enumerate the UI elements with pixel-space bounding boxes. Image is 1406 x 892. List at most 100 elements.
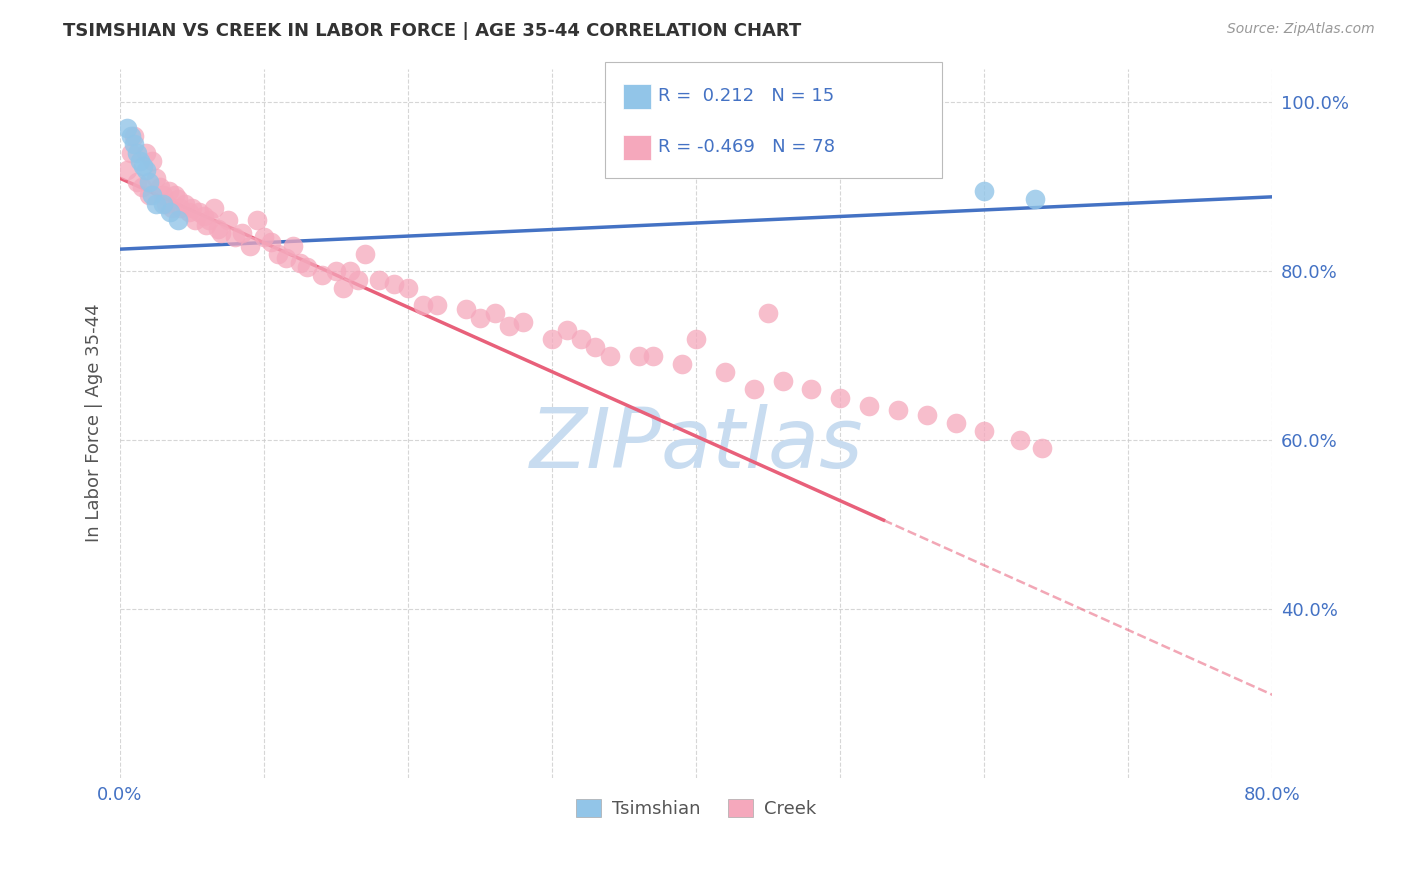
Point [209, 226, 232, 240]
Text: TSIMSHIAN VS CREEK IN LABOR FORCE | AGE 35-44 CORRELATION CHART: TSIMSHIAN VS CREEK IN LABOR FORCE | AGE … [63, 22, 801, 40]
Point [973, 425, 995, 439]
Point [166, 192, 188, 206]
Point [224, 230, 246, 244]
Y-axis label: In Labor Force | Age 35-44: In Labor Force | Age 35-44 [86, 304, 103, 542]
Point [141, 154, 163, 169]
Point [1031, 442, 1053, 456]
Text: R = -0.469   N = 78: R = -0.469 N = 78 [658, 138, 835, 156]
Point [858, 399, 880, 413]
Point [311, 268, 333, 283]
Point [714, 365, 737, 379]
Point [332, 281, 354, 295]
Point [915, 408, 938, 422]
Point [138, 188, 160, 202]
Point [382, 277, 405, 291]
Point [346, 272, 368, 286]
Point [124, 129, 146, 144]
Point [179, 205, 201, 219]
Point [138, 176, 160, 190]
Point [169, 201, 191, 215]
Point [339, 264, 361, 278]
Point [468, 310, 491, 325]
Point [145, 171, 167, 186]
Point [742, 382, 765, 396]
Point [135, 162, 157, 177]
Point [260, 235, 283, 249]
Point [1010, 433, 1032, 447]
Point [246, 213, 269, 227]
Point [129, 154, 152, 169]
Point [131, 179, 153, 194]
Point [1024, 192, 1046, 206]
Point [132, 159, 155, 173]
Point [267, 247, 290, 261]
Point [887, 403, 910, 417]
Point [127, 145, 149, 160]
Point [155, 196, 177, 211]
Point [121, 129, 143, 144]
Point [188, 205, 211, 219]
Point [541, 332, 564, 346]
Point [396, 281, 419, 295]
Point [274, 252, 297, 266]
Point [583, 340, 606, 354]
Point [145, 196, 167, 211]
Point [685, 332, 707, 346]
Point [202, 201, 225, 215]
Point [163, 188, 186, 202]
Point [127, 176, 149, 190]
Text: ZIPatlas: ZIPatlas [530, 404, 863, 485]
Point [973, 184, 995, 198]
Point [231, 226, 253, 240]
Point [281, 239, 304, 253]
Point [124, 137, 146, 152]
Point [135, 145, 157, 160]
Point [599, 349, 621, 363]
Point [412, 298, 434, 312]
Point [217, 213, 239, 227]
Point [166, 213, 188, 227]
Point [173, 196, 195, 211]
Point [152, 188, 174, 202]
Point [207, 222, 229, 236]
Point [160, 201, 183, 215]
Text: Source: ZipAtlas.com: Source: ZipAtlas.com [1227, 22, 1375, 37]
Point [121, 145, 143, 160]
Point [426, 298, 449, 312]
Point [288, 255, 311, 269]
Point [159, 205, 181, 219]
Point [484, 306, 506, 320]
Point [800, 382, 823, 396]
Point [253, 230, 276, 244]
Point [184, 213, 207, 227]
Point [627, 349, 650, 363]
Point [772, 374, 794, 388]
Point [195, 218, 218, 232]
Point [354, 247, 377, 261]
Point [555, 323, 578, 337]
Point [149, 179, 172, 194]
Point [152, 196, 174, 211]
Point [115, 162, 138, 177]
Point [368, 272, 391, 286]
Point [641, 349, 664, 363]
Text: R =  0.212   N = 15: R = 0.212 N = 15 [658, 87, 834, 105]
Legend: Tsimshian, Creek: Tsimshian, Creek [569, 791, 824, 825]
Point [115, 120, 138, 135]
Point [512, 315, 534, 329]
Point [181, 201, 204, 215]
Point [193, 209, 215, 223]
Point [756, 306, 779, 320]
Point [325, 264, 347, 278]
Point [498, 318, 520, 333]
Point [239, 239, 262, 253]
Point [569, 332, 592, 346]
Point [454, 302, 477, 317]
Point [671, 357, 693, 371]
Point [157, 184, 180, 198]
Point [830, 391, 852, 405]
Point [297, 260, 319, 274]
Point [198, 213, 221, 227]
Point [141, 188, 163, 202]
Point [945, 416, 967, 430]
